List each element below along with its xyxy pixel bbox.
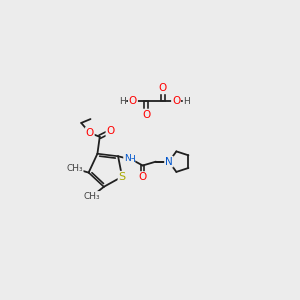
Text: H: H <box>128 155 135 164</box>
Text: H: H <box>119 97 126 106</box>
Text: O: O <box>142 110 150 119</box>
Text: O: O <box>159 83 167 93</box>
Text: CH₃: CH₃ <box>67 164 83 173</box>
Text: H: H <box>184 97 190 106</box>
Text: N: N <box>124 154 131 163</box>
Text: O: O <box>172 96 180 106</box>
Text: O: O <box>106 126 115 136</box>
Text: CH₃: CH₃ <box>84 191 101 200</box>
Text: O: O <box>129 96 137 106</box>
Text: N: N <box>165 157 173 166</box>
Text: S: S <box>118 172 126 182</box>
Text: O: O <box>85 128 94 138</box>
Text: O: O <box>139 172 147 182</box>
